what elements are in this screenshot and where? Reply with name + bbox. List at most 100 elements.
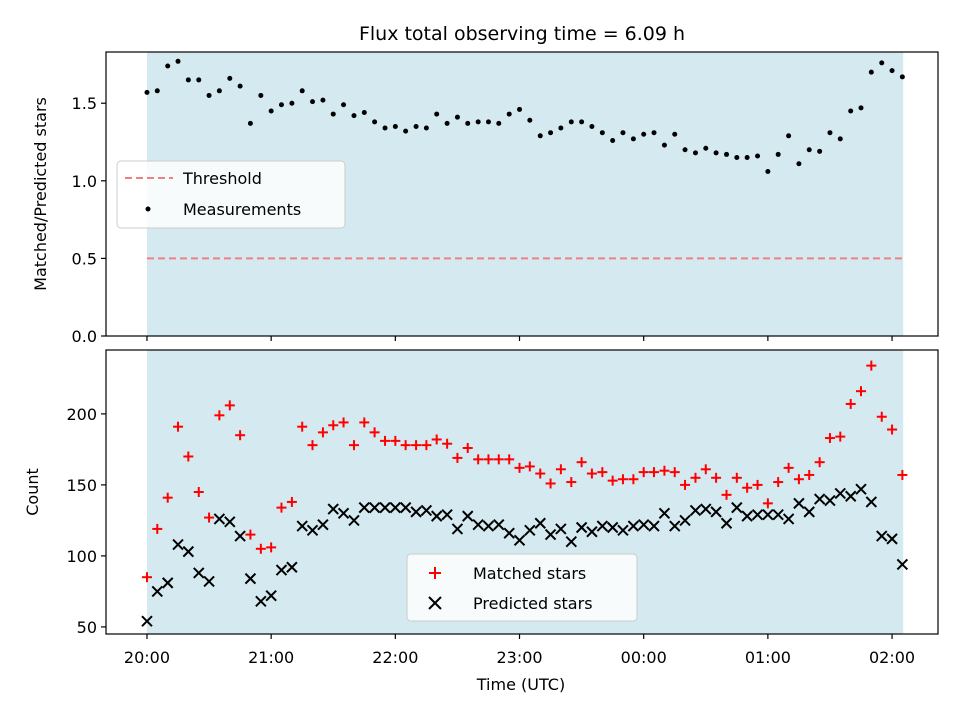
y-tick-label: 50 xyxy=(77,618,97,637)
measurement-point xyxy=(724,151,730,157)
predicted-star-point xyxy=(824,494,836,507)
measurement-point xyxy=(568,119,574,125)
matched-star-point xyxy=(504,454,515,465)
predicted-legend-label: Predicted stars xyxy=(473,594,593,613)
predicted-star-point xyxy=(275,564,288,576)
measurement-point xyxy=(227,75,233,81)
predicted-star-point xyxy=(534,517,546,529)
predicted-star-point xyxy=(803,506,815,518)
predicted-star-point xyxy=(358,501,370,514)
matched-star-point xyxy=(659,465,670,476)
measurement-point xyxy=(382,125,388,131)
measurement-point xyxy=(734,155,740,161)
predicted-star-point xyxy=(420,504,433,517)
x-tick-label: 00:00 xyxy=(621,648,667,667)
measurement-point xyxy=(154,88,160,94)
matched-star-point xyxy=(152,523,163,534)
measurement-point xyxy=(599,130,605,136)
matched-star-point xyxy=(245,529,256,540)
matched-star-point xyxy=(887,424,898,435)
measurement-point xyxy=(827,130,833,136)
measurement-point xyxy=(527,117,533,123)
chart-title: Flux total observing time = 6.09 h xyxy=(359,23,685,45)
predicted-star-point xyxy=(182,545,195,558)
predicted-star-point xyxy=(203,575,215,588)
count-plot-frame xyxy=(105,349,939,635)
measurement-point xyxy=(485,119,491,125)
measurement-point xyxy=(454,114,460,120)
x-tick-label: 01:00 xyxy=(745,648,791,667)
ratio-legend: Threshold Measurements xyxy=(116,160,346,229)
predicted-star-point xyxy=(399,501,412,514)
predicted-star-point xyxy=(834,487,846,500)
matched-star-point xyxy=(162,492,173,503)
matched-star-point xyxy=(856,386,867,397)
predicted-star-point xyxy=(244,572,257,585)
measurement-point xyxy=(165,63,171,69)
matched-star-point xyxy=(462,442,473,453)
y-tick-label: 150 xyxy=(66,476,97,495)
matched-star-point xyxy=(183,451,194,462)
matched-star-point xyxy=(814,457,825,468)
measurement-point xyxy=(806,147,812,153)
measurement-point xyxy=(641,131,647,137)
matched-star-point xyxy=(535,468,546,479)
measurement-point xyxy=(848,108,854,114)
matched-star-point xyxy=(235,430,246,441)
predicted-star-point xyxy=(710,506,722,518)
measurement-legend-swatch xyxy=(145,206,151,212)
predicted-star-point xyxy=(193,567,205,579)
predicted-star-point xyxy=(586,526,598,538)
predicted-star-point xyxy=(669,520,681,532)
predicted-star-point xyxy=(410,506,422,518)
measurement-point xyxy=(144,89,150,95)
matched-star-point xyxy=(173,421,184,432)
measurement-point xyxy=(299,88,305,94)
measurement-point xyxy=(434,111,440,117)
predicted-star-point xyxy=(762,509,774,521)
predicted-star-point xyxy=(544,528,557,541)
predicted-star-point xyxy=(679,514,691,527)
measurement-point xyxy=(423,125,429,131)
predicted-star-point xyxy=(348,514,360,527)
ratio-y-axis-label: Matched/Predicted stars xyxy=(31,97,50,291)
measurement-point xyxy=(289,100,295,106)
predicted-stars-points xyxy=(141,483,909,627)
y-tick-label: 0.0 xyxy=(72,327,97,346)
measurement-point xyxy=(796,161,802,167)
x-tick-label: 02:00 xyxy=(869,648,915,667)
measurement-point xyxy=(258,92,264,98)
matched-star-point xyxy=(193,487,204,497)
predicted-star-point xyxy=(700,503,712,515)
measurement-points xyxy=(144,58,905,174)
measurement-point xyxy=(310,99,316,105)
matched-star-point xyxy=(566,477,577,488)
measurement-point xyxy=(341,102,347,108)
matched-star-point xyxy=(721,489,732,500)
measurement-point xyxy=(206,92,212,98)
predicted-star-point xyxy=(658,507,671,520)
predicted-star-point xyxy=(255,595,267,608)
matched-star-point xyxy=(586,468,597,479)
x-tick-label: 21:00 xyxy=(248,648,294,667)
threshold-legend-label: Threshold xyxy=(182,169,262,188)
matched-legend-swatch xyxy=(429,567,441,579)
predicted-star-point xyxy=(172,538,184,551)
matched-star-point xyxy=(411,440,422,451)
matched-star-point xyxy=(431,434,442,445)
y-tick-label: 0.5 xyxy=(72,249,97,268)
matched-star-point xyxy=(824,433,835,444)
matched-star-point xyxy=(380,435,391,446)
measurement-point xyxy=(661,142,667,148)
predicted-star-point xyxy=(793,497,805,510)
measurement-point xyxy=(610,137,616,143)
predicted-star-point xyxy=(606,521,619,534)
predicted-star-point xyxy=(162,577,174,589)
measurement-point xyxy=(247,120,253,126)
measurement-point xyxy=(351,113,357,119)
measurement-point xyxy=(548,130,554,136)
measurement-point xyxy=(651,130,657,136)
time-x-axis-ticks: 20:00 21:00 22:00 23:00 00:00 01:00 02:00 xyxy=(124,634,915,667)
time-x-axis-label: Time (UTC) xyxy=(476,675,565,694)
matched-star-point xyxy=(297,421,308,432)
